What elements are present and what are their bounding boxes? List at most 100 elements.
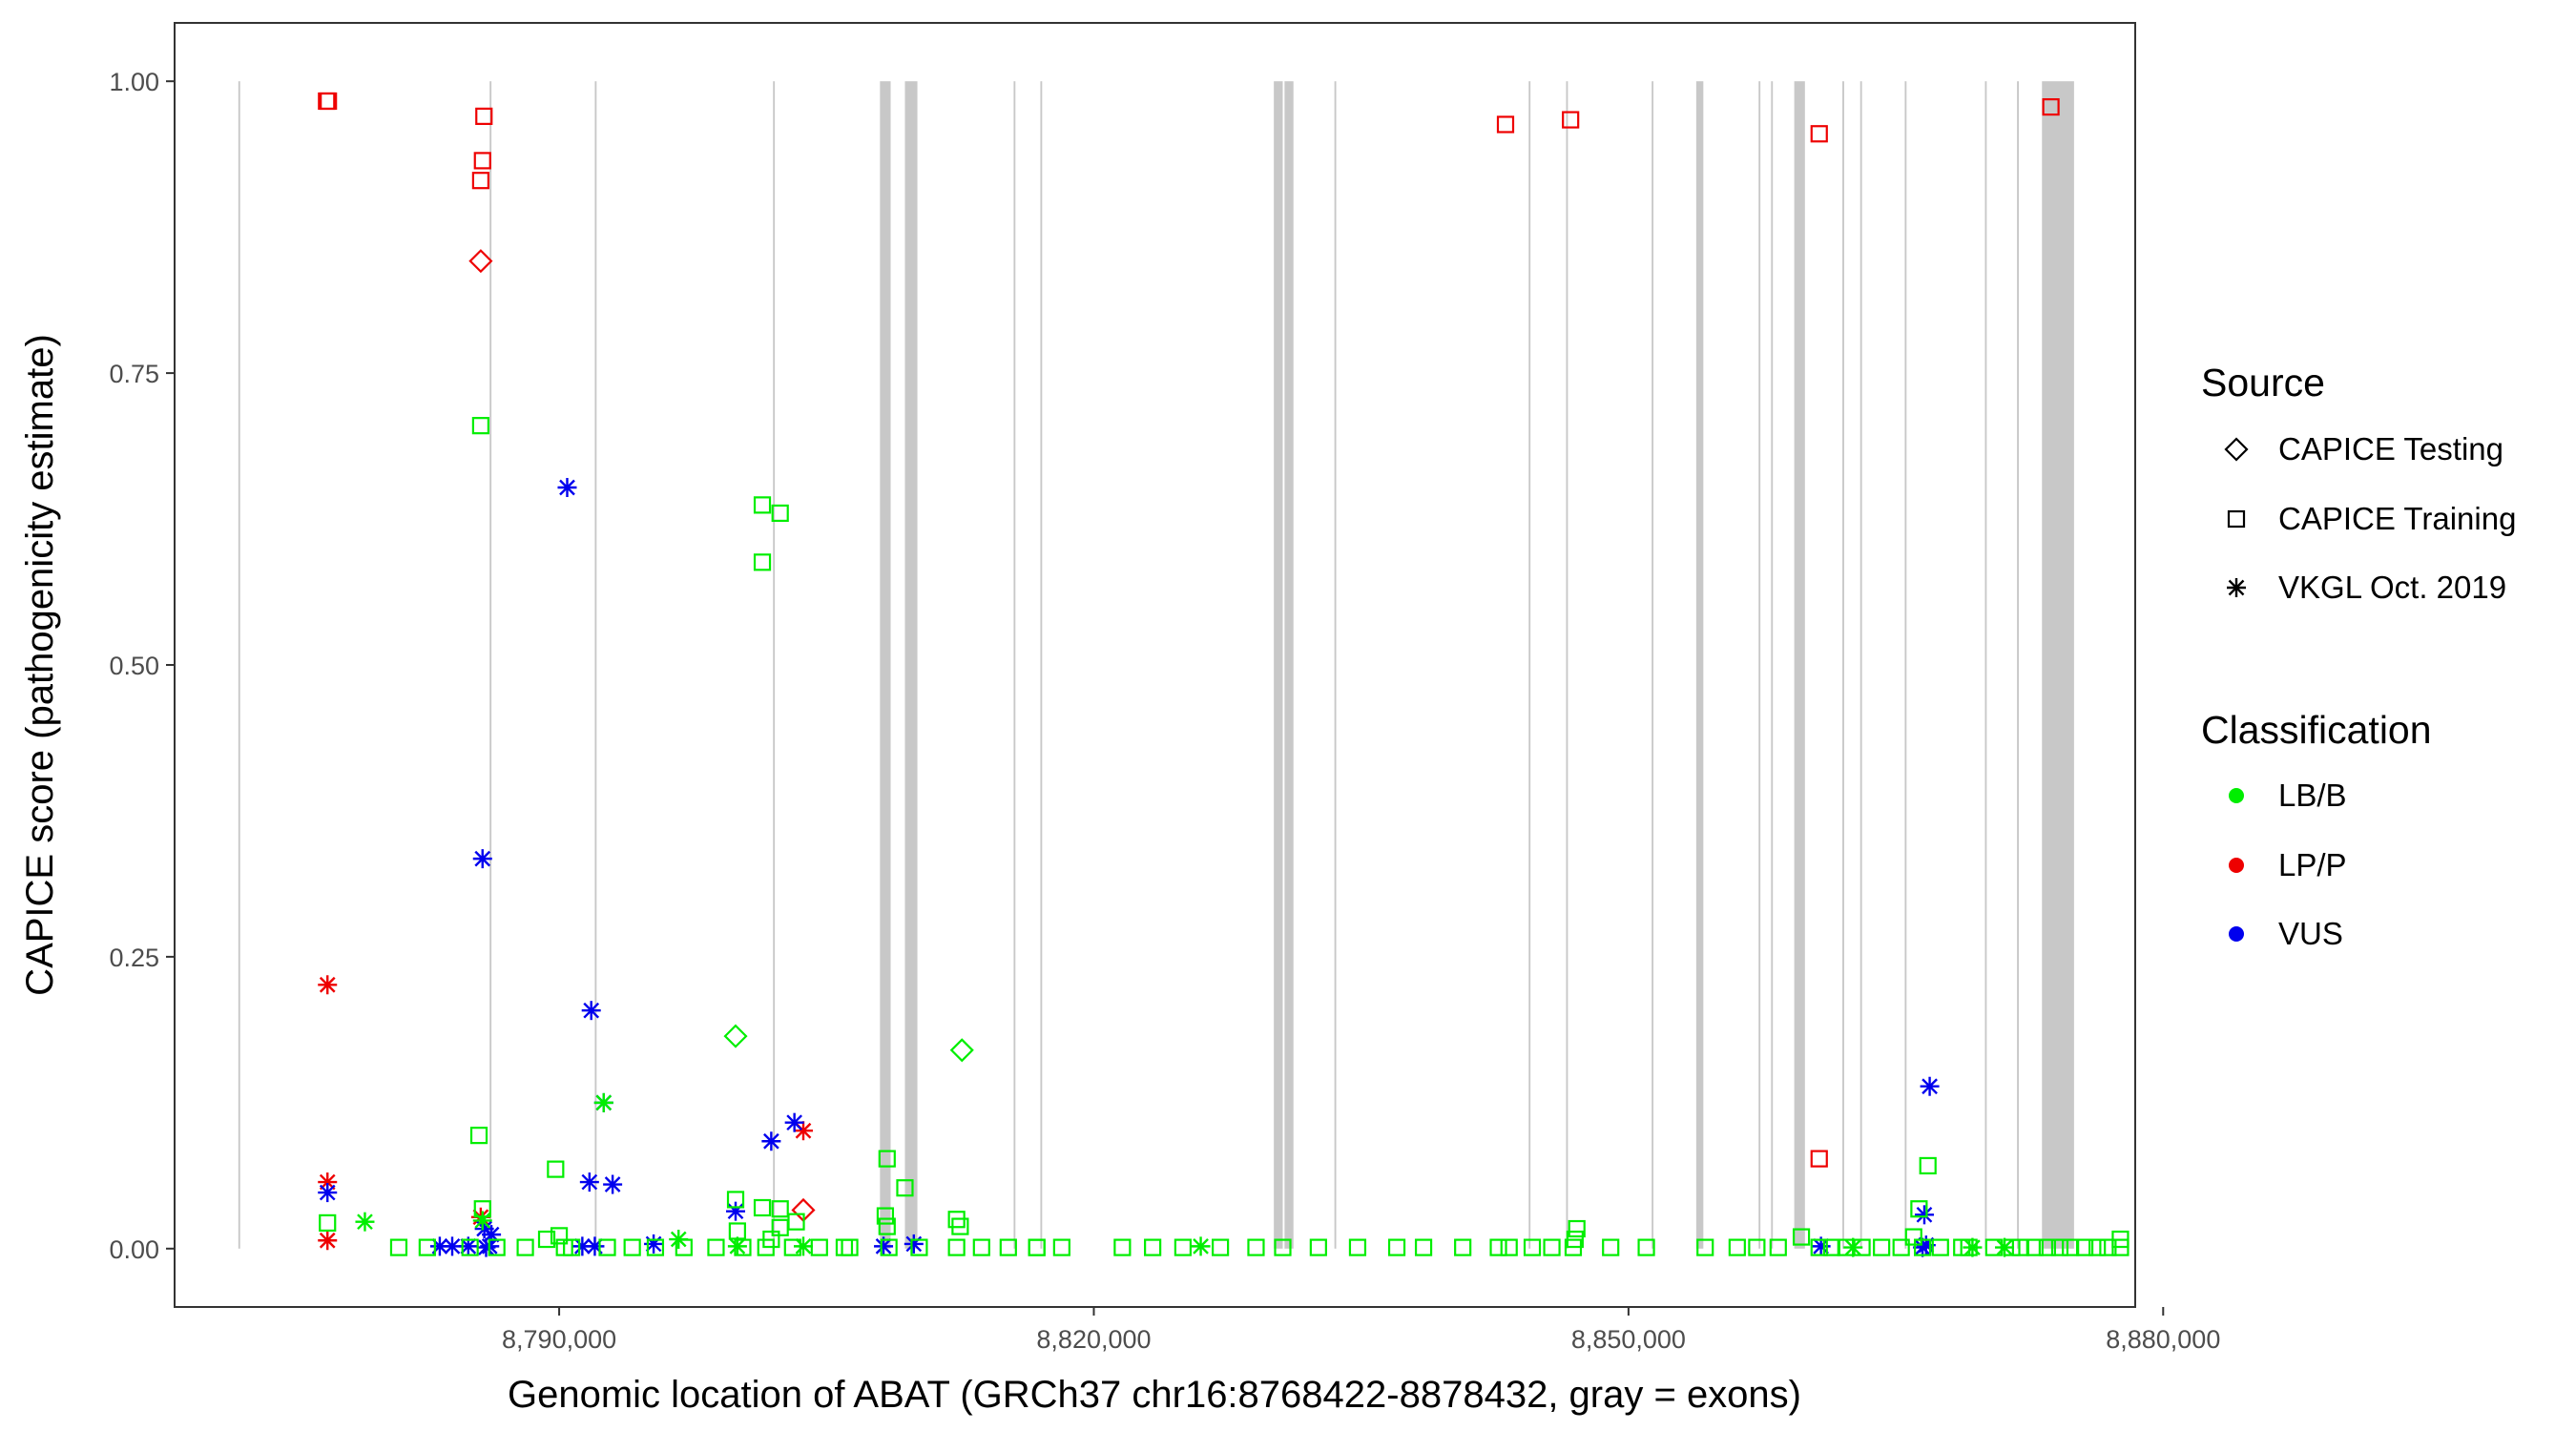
- exon-band-22: [2017, 81, 2019, 1249]
- data-point-6-86: [2111, 1238, 2129, 1256]
- legend: Source CAPICE Testing CAPICE Training VK…: [2201, 361, 2516, 951]
- data-point-6-40: [734, 1238, 752, 1256]
- exon-band-23: [2042, 81, 2074, 1249]
- data-point-5-1: [949, 1038, 974, 1063]
- data-point-6-44: [841, 1238, 859, 1256]
- data-point-6-66: [1637, 1238, 1655, 1256]
- data-point-0-5: [1496, 115, 1515, 134]
- data-point-6-57: [1309, 1238, 1327, 1256]
- legend-keys: [2224, 437, 2249, 942]
- exon-band-15: [1758, 81, 1761, 1249]
- data-point-6-36: [623, 1238, 641, 1256]
- legend-key-asterisk: [2227, 578, 2246, 597]
- data-point-6-32: [488, 1238, 506, 1256]
- data-point-4-0: [355, 1212, 375, 1232]
- data-point-0-6: [1562, 111, 1580, 129]
- data-point-6-12: [753, 1198, 772, 1217]
- data-point-6-81: [2011, 1238, 2029, 1256]
- data-point-6-60: [1414, 1238, 1433, 1256]
- exon-band-19: [1859, 81, 1862, 1249]
- data-point-6-67: [1696, 1238, 1714, 1256]
- data-point-6-52: [1113, 1238, 1132, 1256]
- data-point-3-6: [318, 1183, 338, 1203]
- legend-label-vkgl: VKGL Oct. 2019: [2278, 570, 2506, 605]
- data-point-3-4: [784, 1112, 804, 1132]
- data-point-0-4: [471, 172, 489, 190]
- exon-band-20: [1904, 81, 1907, 1249]
- y-axis-title: CAPICE score (pathogenicity estimate): [19, 334, 61, 996]
- data-point-6-89: [1028, 1238, 1046, 1256]
- data-point-0-1: [320, 92, 338, 111]
- data-point-6-69: [1748, 1238, 1766, 1256]
- data-point-6-25: [537, 1230, 556, 1249]
- data-point-6-88: [835, 1238, 854, 1256]
- data-point-0-8: [2042, 98, 2060, 116]
- data-point-6-68: [1728, 1238, 1746, 1256]
- legend-label-lpp: LP/P: [2278, 847, 2347, 882]
- data-point-3-19: [442, 1236, 462, 1256]
- data-point-6-54: [1174, 1238, 1192, 1256]
- data-point-6-28: [1904, 1228, 1922, 1246]
- data-point-6-80: [1984, 1238, 2003, 1256]
- data-point-3-1: [472, 849, 492, 869]
- data-point-6-92: [1543, 1238, 1561, 1256]
- exon-band-9: [1284, 81, 1294, 1249]
- legend-key-dot-0: [2229, 788, 2244, 803]
- y-tick-label-1: 0.25: [109, 944, 159, 972]
- data-point-6-6: [547, 1160, 565, 1178]
- data-point-6-63: [1523, 1238, 1542, 1256]
- data-point-3-7: [579, 1172, 599, 1192]
- data-point-6-51: [1052, 1238, 1070, 1256]
- data-point-6-77: [1914, 1238, 1932, 1256]
- data-point-6-98: [2099, 1238, 2117, 1256]
- data-point-0-7: [1810, 125, 1828, 143]
- legend-key-dot-1: [2229, 858, 2244, 873]
- x-tick-label-1: 8,820,000: [1036, 1325, 1151, 1354]
- data-point-3-2: [581, 1001, 601, 1021]
- data-point-6-71: [1810, 1238, 1828, 1256]
- data-point-6-38: [675, 1238, 693, 1256]
- x-axis-title: Genomic location of ABAT (GRCh37 chr16:8…: [508, 1374, 1801, 1416]
- exon-band-13: [1652, 81, 1654, 1249]
- data-point-6-37: [646, 1238, 665, 1256]
- exon-band-17: [1794, 81, 1805, 1249]
- data-point-6-90: [1274, 1238, 1292, 1256]
- data-point-6-0: [471, 417, 489, 435]
- data-point-6-48: [972, 1238, 990, 1256]
- x-tick-label-3: 8,880,000: [2106, 1325, 2220, 1354]
- exon-band-11: [1528, 81, 1531, 1249]
- data-point-6-35: [598, 1238, 616, 1256]
- data-point-3-26: [476, 1237, 496, 1257]
- exon-band-1: [489, 81, 492, 1249]
- data-point-3-5: [761, 1131, 781, 1151]
- data-point-6-30: [418, 1238, 436, 1256]
- data-point-1-0: [468, 249, 493, 274]
- data-point-6-59: [1387, 1238, 1406, 1256]
- exon-band-0: [238, 81, 240, 1249]
- data-point-6-65: [1602, 1238, 1620, 1256]
- data-point-6-10: [1910, 1200, 1928, 1218]
- exon-bands: [238, 81, 2074, 1249]
- data-point-6-31: [461, 1238, 479, 1256]
- data-point-6-41: [757, 1238, 775, 1256]
- exon-band-6: [1013, 81, 1016, 1249]
- exon-band-18: [1842, 81, 1844, 1249]
- axes: 8,790,000 8,820,000 8,850,000 8,880,000 0.00…: [109, 68, 2220, 1354]
- data-point-3-0: [557, 478, 577, 498]
- data-point-6-94: [2003, 1238, 2021, 1256]
- plot-panel-border: [174, 22, 2136, 1308]
- data-point-6-17: [951, 1217, 969, 1235]
- data-point-6-47: [947, 1238, 966, 1256]
- data-point-6-91: [1500, 1238, 1518, 1256]
- data-point-6-27: [771, 1218, 789, 1236]
- exon-band-14: [1695, 81, 1704, 1249]
- exon-band-7: [1040, 81, 1043, 1249]
- data-point-4-2: [1191, 1236, 1211, 1256]
- data-point-6-58: [1348, 1238, 1367, 1256]
- legend-label-lbb: LB/B: [2278, 778, 2347, 813]
- data-point-6-43: [810, 1238, 828, 1256]
- exon-band-5: [904, 81, 918, 1249]
- exon-band-16: [1771, 81, 1774, 1249]
- legend-key-square: [2227, 509, 2246, 529]
